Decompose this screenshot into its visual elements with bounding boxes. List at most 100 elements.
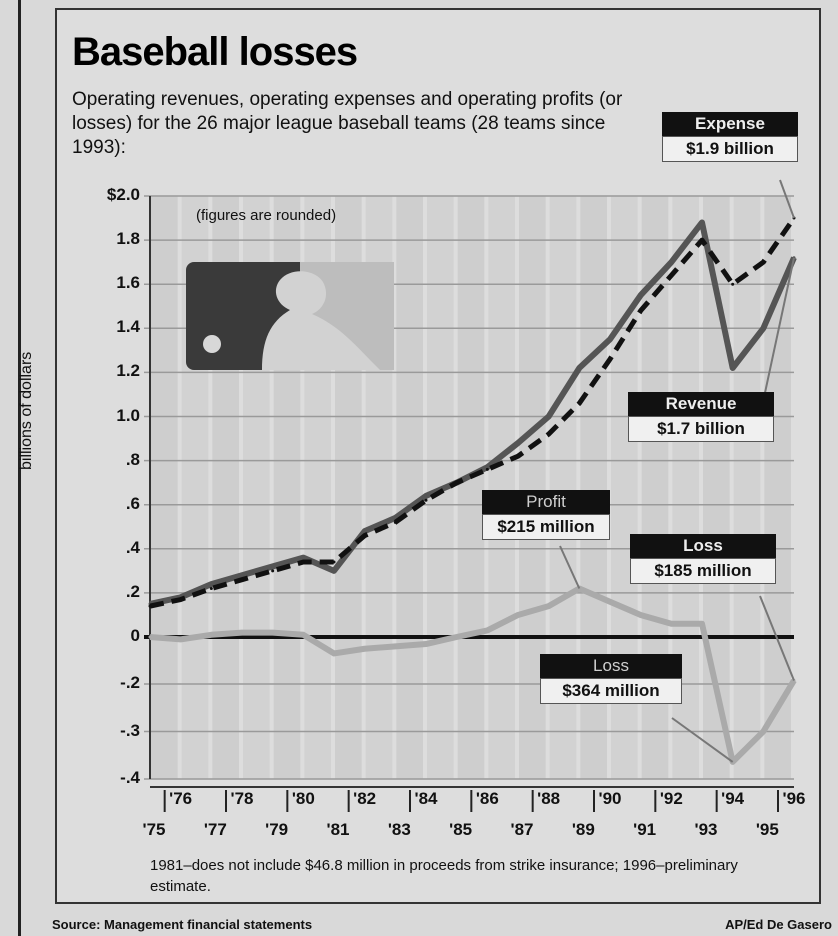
x-tick-label-top: '82 [353,789,377,808]
x-tick-label-top: '94 [721,789,745,808]
data-point-profit [424,642,428,646]
y-tick-label: -.3 [120,720,140,740]
data-point-revenue [485,465,489,469]
data-point-profit [148,635,152,639]
data-point-profit [639,613,643,617]
chart-footnote: 1981–does not include $46.8 million in p… [150,857,738,895]
data-point-expense [148,604,152,608]
y-tick-label: .4 [125,537,140,557]
series-line-expense [149,216,797,609]
callout-revenue-head: Revenue [628,392,774,416]
callout-loss-1994-head: Loss [540,654,682,678]
x-tick-label-top: '80 [291,789,315,808]
data-point-revenue [424,494,428,498]
data-point-revenue [639,293,643,297]
callout-leader [559,545,581,589]
credit-line: AP/Ed De Gasero [725,917,832,932]
y-axis-label: billions of dollars [18,351,35,470]
callout-expense-head: Expense [662,112,798,136]
callout-loss-1994-value: $364 million [540,678,682,704]
data-point-revenue [240,573,244,577]
data-point-expense [179,598,183,602]
y-tick-label: 1.4 [116,317,140,337]
y-tick-label: .2 [125,581,140,601]
data-point-revenue [547,415,551,418]
data-point-expense [577,401,581,405]
grid-column [151,196,178,779]
y-tick-label: 1.2 [116,361,140,381]
callout-leaders [559,179,795,763]
y-tick-label: 1.0 [116,405,140,425]
callout-expense-value: $1.9 billion [662,136,798,162]
grid-column [488,196,515,779]
x-tick-label-bottom: '95 [755,820,779,839]
data-point-profit [516,613,520,617]
data-point-revenue [516,441,520,445]
data-point-expense [516,454,520,458]
callout-leader [759,595,795,681]
x-tick-label-top: '92 [659,789,683,808]
x-tick-label-bottom: '75 [142,820,166,839]
data-point-expense [761,260,765,264]
callout-leader [759,257,795,417]
callout-expense: Expense $1.9 billion [662,112,798,162]
data-point-expense [240,578,244,582]
callout-profit: Profit $215 million [482,490,610,540]
data-point-profit [240,631,244,635]
y-tick-label: 1.8 [116,229,140,249]
series-line-profit [149,585,797,765]
data-point-revenue [209,582,213,586]
x-tick-label-bottom: '93 [694,820,718,839]
x-tick-label-top: '78 [230,789,254,808]
chart-lines [148,216,797,765]
data-point-profit [608,600,612,604]
data-point-profit [363,647,367,651]
y-tick-label: 1.6 [116,273,140,293]
data-point-expense [639,309,643,313]
data-point-profit [179,637,183,641]
page-column-rule [18,0,21,936]
data-point-revenue [363,529,367,533]
data-point-profit [301,633,305,637]
x-tick-label-top: '84 [414,789,438,808]
data-point-revenue [669,260,673,264]
x-tick-label-top: '86 [475,789,499,808]
x-tick-label-top: '76 [169,789,193,808]
data-point-expense [731,282,735,286]
data-point-profit [761,730,765,733]
x-tick-label-top: '96 [782,789,806,808]
data-point-expense [424,498,428,502]
data-point-profit [669,622,673,626]
x-tick-label-bottom: '89 [571,820,595,839]
callout-profit-value: $215 million [482,514,610,540]
data-point-expense [271,569,275,573]
callout-leader [779,179,795,219]
data-point-expense [700,238,704,242]
x-tick-label-bottom: '87 [510,820,534,839]
data-point-profit [271,631,275,635]
callout-loss-1996: Loss $185 million [630,534,776,584]
data-point-revenue [577,366,581,370]
x-tick-label-bottom: '91 [633,820,657,839]
data-point-revenue [271,564,275,568]
data-point-profit [700,622,704,626]
data-point-expense [363,534,367,538]
chart-subtitle: Operating revenues, operating expenses a… [72,89,623,158]
data-point-expense [455,481,459,485]
data-point-profit [485,628,489,632]
mlb-logo-batter [262,271,380,370]
callout-profit-head: Profit [482,490,610,514]
data-point-expense [669,273,673,277]
grid-column [457,196,485,779]
x-tick-label-top: '90 [598,789,622,808]
x-tick-label-top: '88 [537,789,561,808]
y-tick-label: $2.0 [106,185,140,204]
data-point-revenue [332,569,336,573]
callout-loss-1994: Loss $364 million [540,654,682,704]
callout-revenue: Revenue $1.7 billion [628,392,774,442]
data-point-revenue [301,556,305,560]
data-point-profit [547,604,551,608]
chart-title: Baseball losses [72,30,358,74]
data-point-profit [332,651,336,655]
y-tick-label: -.2 [120,673,140,692]
